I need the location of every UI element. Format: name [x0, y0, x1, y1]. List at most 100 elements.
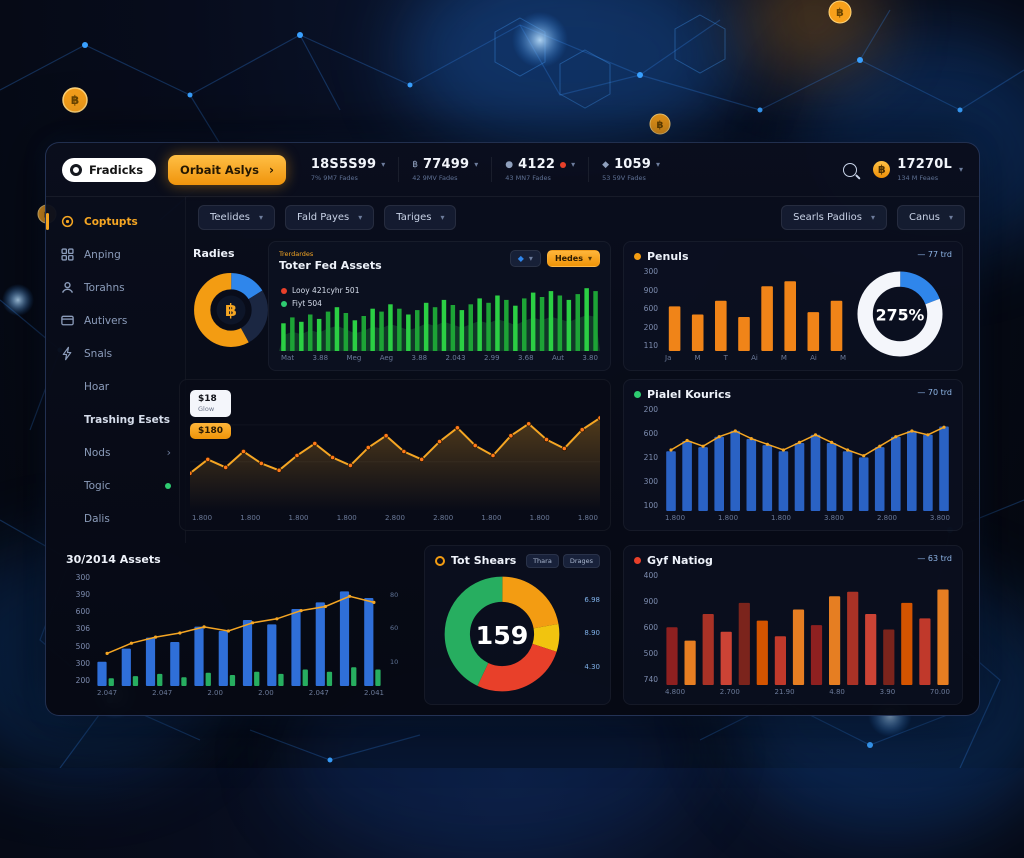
radies-donut-chart: ฿ — [193, 272, 269, 348]
filter-label: Fald Payes — [297, 212, 350, 223]
axis-tick: 740 — [643, 675, 658, 684]
axis-tick: 600 — [75, 607, 90, 617]
sidebar-item-autivers[interactable]: Autivers — [46, 304, 185, 337]
asset-type-dropdown[interactable]: ◆ ▾ — [509, 250, 541, 267]
axis-label: M — [694, 354, 701, 362]
ticker-item[interactable]: 18S5S99 ▾ 7% 9M7 Fades — [298, 157, 398, 182]
legend-label: Looy 421cyhr 501 — [292, 286, 360, 295]
filter-dropdown-searls-padlios[interactable]: Searls Padlios ▾ — [781, 205, 887, 230]
axis-tick: 80 — [390, 590, 399, 599]
brand-logo-icon — [70, 163, 82, 176]
axis-label: 2.800 — [433, 514, 454, 522]
diamond-icon: ◆ — [517, 254, 524, 263]
side-value: 6.98 — [584, 596, 600, 605]
sidebar-item-label: Autivers — [84, 314, 128, 327]
spacer — [60, 412, 75, 427]
sidebar-item-trashing-esets[interactable]: Trashing Esets — [46, 403, 185, 436]
panel-title: Radies — [193, 247, 235, 260]
y-axis-ticks: 300 390 600 306 500 300 200 — [66, 572, 95, 697]
ticker-coin-icon: ◆ — [602, 159, 610, 170]
axis-tick: 600 — [643, 304, 658, 313]
axis-tick: 600 — [643, 429, 658, 438]
axis-label: 1.800 — [717, 514, 739, 522]
axis-label: 3.88 — [312, 354, 329, 362]
status-dot — [634, 391, 641, 398]
filter-dropdown-fald-payes[interactable]: Fald Payes ▾ — [285, 205, 375, 230]
status-dot — [634, 253, 641, 260]
sidebar-item-togic[interactable]: Togic — [46, 469, 185, 502]
ticker-sublabel: 42 9MV Fades — [412, 174, 458, 182]
penuls-bar-chart — [663, 266, 848, 351]
sidebar-item-label: Hoar — [84, 380, 110, 393]
sidebar-item-label: Anping — [84, 248, 121, 261]
axis-label: 2.800 — [876, 514, 897, 522]
axis-label: 1.800 — [529, 514, 550, 522]
axis-label: 1.800 — [288, 514, 309, 522]
sidebar-item-anping[interactable]: Anping — [46, 238, 185, 271]
price-badge-orange[interactable]: $180 — [190, 423, 232, 440]
hedes-button[interactable]: Hedes ▾ — [546, 250, 600, 267]
chevron-right-icon: › — [166, 446, 171, 459]
panel-title: Gyf Natiog — [647, 554, 713, 567]
axis-label: Ai — [751, 354, 758, 362]
axis-label: 21.90 — [774, 688, 795, 696]
legend-item: Fiyt 504 — [281, 299, 359, 308]
ticker-item[interactable]: ◆ 1059 ▾ 53 59V Fades — [588, 157, 673, 182]
gyf-bar-chart — [663, 570, 952, 685]
brand-label: Fradicks — [89, 162, 144, 177]
panel-title: Pialel Kourics — [647, 388, 732, 401]
axis-label: 1.800 — [240, 514, 261, 522]
filter-bar: Teelides ▾ Fald Payes ▾ Tariges ▾ Searls Padl… — [198, 205, 965, 230]
ticker-value: 18S5S99 — [310, 157, 377, 172]
panel-tag: Trerdardes — [279, 250, 314, 258]
target-icon — [60, 214, 75, 229]
panel-total-assets: Trerdardes Toter Fed Assets ◆ ▾ Hedes ▾ … — [268, 241, 611, 371]
sidebar-item-nods[interactable]: Nods › — [46, 436, 185, 469]
ticker-item[interactable]: ● 4122 ▾ 43 MN7 Fades — [491, 157, 588, 182]
chevron-down-icon: ▾ — [474, 160, 479, 169]
sidebar-item-label: Trashing Esets — [84, 413, 171, 426]
axis-tick: 60 — [390, 624, 399, 633]
axis-tick: 300 — [643, 267, 658, 276]
axis-tick: 900 — [643, 285, 658, 295]
ticker-item[interactable]: ฿ 77499 ▾ 42 9MV Fades — [398, 157, 491, 182]
sidebar-item-hoar[interactable]: Hoar — [46, 370, 185, 403]
svg-text:฿: ฿ — [836, 6, 844, 19]
sidebar-item-label: Snals — [84, 347, 113, 360]
panel-title: Tot Shears — [451, 554, 517, 567]
sidebar-item-coptupts[interactable]: Coptupts — [46, 205, 185, 238]
search-icon[interactable] — [843, 162, 858, 177]
price-badge[interactable]: $18 Glow — [190, 390, 232, 418]
axis-label: 2.00 — [258, 689, 274, 697]
axis-tick: 600 — [643, 623, 658, 632]
axis-tick: 300 — [75, 658, 90, 668]
side-value: 8.90 — [584, 629, 600, 638]
primary-action-button[interactable]: Orbait Aslys › — [168, 154, 286, 185]
panel-title: 30/2014 Assets — [66, 553, 161, 566]
sidebar-item-torahns[interactable]: Torahns — [46, 271, 185, 304]
axis-label: 1.800 — [336, 514, 357, 522]
axis-label: M — [780, 354, 787, 362]
svg-text:฿: ฿ — [71, 93, 79, 107]
x-axis-labels: 4.800 2.700 21.90 4.80 3.90 70.00 — [663, 685, 952, 696]
axis-label: 1.800 — [481, 514, 502, 522]
y-axis-ticks: 300 900 600 200 110 — [634, 266, 663, 362]
spacer — [60, 478, 75, 493]
axis-label: Meg — [346, 354, 362, 362]
brand-button[interactable]: Fradicks — [62, 157, 157, 182]
panel-tot-shears: Tot Shears Thara Drages 159 6.98 8.90 4.30 — [424, 545, 611, 705]
filter-dropdown-canus[interactable]: Canus ▾ — [896, 205, 965, 230]
filter-dropdown-tariges[interactable]: Tariges ▾ — [384, 205, 457, 230]
sidebar-item-snals[interactable]: Snals — [46, 337, 185, 370]
sidebar-item-dalis[interactable]: Dalis — [46, 502, 185, 535]
sidebar-item-label: Dalis — [84, 512, 110, 525]
filter-dropdown-teelides[interactable]: Teelides ▾ — [198, 205, 275, 230]
balance-dropdown[interactable]: ฿ 17270L 134 M Feaes ▾ — [873, 157, 963, 182]
panel-title: Toter Fed Assets — [279, 259, 382, 272]
axis-tick: 390 — [75, 590, 90, 600]
axis-tick: 300 — [75, 573, 90, 582]
chevron-down-icon: ▾ — [587, 254, 592, 263]
tab-drages[interactable]: Drages — [562, 554, 600, 568]
panel-pialel-kourics: Pialel Kourics — 70 trd 200 600 210 300 100 … — [623, 379, 963, 531]
tab-thara[interactable]: Thara — [526, 554, 559, 568]
